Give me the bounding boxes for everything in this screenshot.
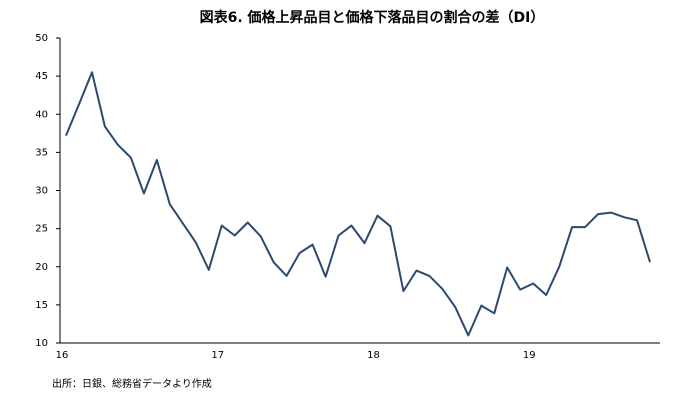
source-note: 出所：日銀、総務省データより作成 <box>52 377 212 390</box>
y-tick-label: 50 <box>35 33 48 44</box>
y-tick-label: 35 <box>35 147 48 158</box>
y-tick-label: 45 <box>35 71 48 82</box>
x-tick-label: 18 <box>367 350 380 361</box>
x-tick-label: 19 <box>523 350 536 361</box>
x-tick-label: 17 <box>211 350 224 361</box>
chart-title: 図表6. 価格上昇品目と価格下落品目の割合の差（DI） <box>200 9 545 26</box>
x-tick-label: 16 <box>56 350 69 361</box>
y-tick-label: 25 <box>35 224 48 235</box>
y-tick-label: 30 <box>35 186 48 197</box>
data-line <box>65 71 651 337</box>
y-tick-label: 40 <box>35 109 48 120</box>
y-tick-label: 15 <box>35 300 48 311</box>
y-tick-label: 10 <box>35 338 48 349</box>
y-tick-label: 20 <box>35 262 48 273</box>
